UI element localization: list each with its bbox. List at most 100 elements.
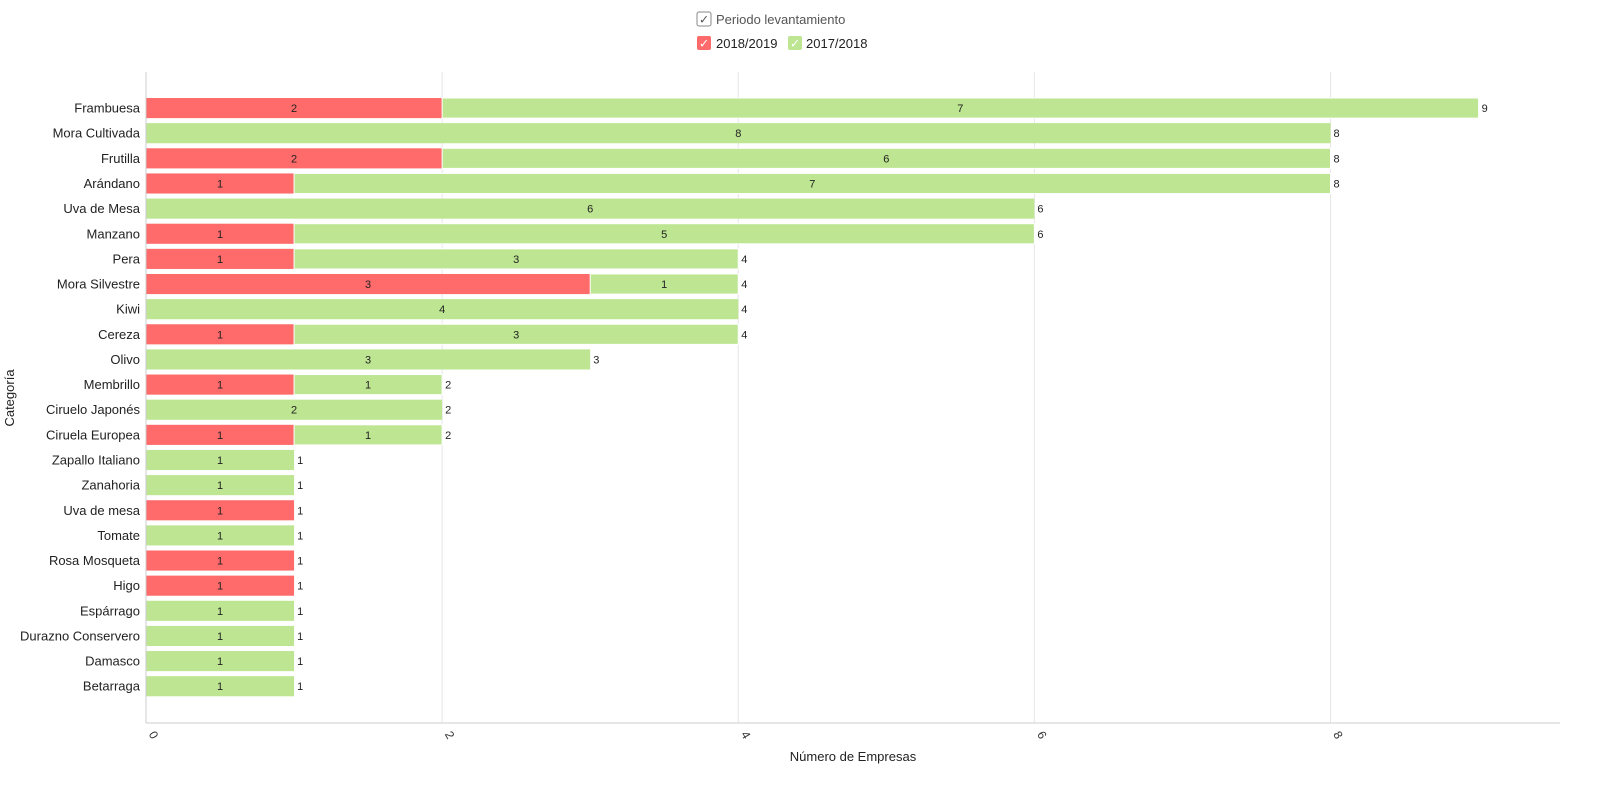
category-label: Mora Silvestre — [57, 277, 140, 292]
bar-total-label: 8 — [1334, 128, 1340, 140]
legend-label: 2017/2018 — [806, 36, 867, 51]
bar-segment[interactable] — [293, 248, 739, 270]
bar-segment[interactable] — [146, 198, 1035, 219]
bar-value-label: 1 — [217, 631, 223, 643]
category-label: Zapallo Italiano — [52, 452, 140, 467]
bar-segment[interactable] — [293, 223, 1035, 245]
bar-value-label: 1 — [217, 606, 223, 618]
bar-total-label: 1 — [297, 606, 303, 618]
x-axis-title: Número de Empresas — [790, 749, 917, 764]
bar-segment[interactable] — [146, 273, 591, 295]
check-icon: ✓ — [699, 13, 709, 27]
bar-segment[interactable] — [146, 676, 295, 697]
category-label: Zanahoria — [81, 478, 140, 493]
category-label: Tomate — [97, 528, 140, 543]
bar-segment[interactable] — [146, 651, 295, 672]
bar-segment[interactable] — [146, 449, 295, 471]
category-label: Pera — [113, 251, 141, 266]
category-label: Frambuesa — [74, 101, 141, 116]
bar-total-label: 3 — [593, 354, 599, 366]
bar-segment[interactable] — [146, 600, 295, 621]
bar-total-label: 8 — [1334, 153, 1340, 165]
bar-value-label: 1 — [217, 505, 223, 517]
bars — [146, 97, 1480, 697]
bar-segment[interactable] — [146, 374, 295, 395]
bar-total-label: 9 — [1482, 103, 1488, 115]
bar-segment[interactable] — [441, 147, 1332, 169]
bar-total-label: 1 — [297, 480, 303, 492]
bar-value-label: 1 — [365, 430, 371, 442]
bar-value-label: 1 — [217, 480, 223, 492]
category-label: Membrillo — [84, 377, 140, 392]
bar-segment[interactable] — [146, 123, 1331, 144]
bar-segment[interactable] — [293, 172, 1332, 195]
bar-segment[interactable] — [589, 273, 739, 295]
legend-item-2018-2019[interactable]: ✓ 2018/2019 — [697, 36, 777, 51]
category-label: Olivo — [110, 352, 140, 367]
legend-swatch — [697, 36, 711, 50]
check-icon: ✓ — [699, 37, 709, 51]
bar-value-label: 1 — [217, 581, 223, 593]
bar-segment[interactable] — [293, 323, 739, 345]
bar-segment[interactable] — [146, 148, 443, 169]
category-label: Higo — [113, 578, 140, 593]
bar-total-label: 4 — [741, 329, 747, 341]
bar-segment[interactable] — [441, 97, 1480, 119]
bar-value-label: 3 — [365, 354, 371, 366]
bar-total-label: 2 — [445, 430, 451, 442]
bar-segment[interactable] — [146, 625, 295, 647]
bar-segment[interactable] — [146, 349, 591, 370]
bar-total-label: 1 — [297, 681, 303, 693]
bar-segment[interactable] — [293, 424, 443, 446]
bar-segment[interactable] — [146, 98, 443, 119]
bar-value-label: 1 — [217, 229, 223, 241]
bar-value-label: 2 — [291, 153, 297, 165]
bar-segment[interactable] — [146, 525, 295, 546]
bar-segment[interactable] — [146, 248, 295, 269]
bar-value-label: 7 — [957, 103, 963, 115]
category-label: Ciruelo Japonés — [46, 402, 140, 417]
bar-total-label: 6 — [1037, 229, 1043, 241]
bar-segment[interactable] — [146, 324, 295, 345]
bar-segment[interactable] — [146, 575, 295, 596]
bar-total-label: 1 — [297, 656, 303, 668]
bar-value-label: 1 — [217, 556, 223, 568]
bar-segment[interactable] — [146, 424, 295, 445]
bar-segment[interactable] — [146, 299, 739, 320]
bar-total-label: 1 — [297, 581, 303, 593]
category-label: Mora Cultivada — [53, 126, 141, 141]
y-axis-title: Categoría — [2, 369, 17, 427]
category-label: Manzano — [87, 226, 140, 241]
category-label: Damasco — [85, 654, 140, 669]
bar-segment[interactable] — [146, 223, 295, 244]
bar-value-label: 3 — [365, 279, 371, 291]
bar-segment[interactable] — [146, 475, 295, 496]
bar-segment[interactable] — [146, 500, 295, 521]
legend-title-checkbox[interactable] — [696, 11, 712, 27]
category-label: Arándano — [84, 176, 140, 191]
bar-total-label: 1 — [297, 530, 303, 542]
bar-value-label: 2 — [291, 405, 297, 417]
bar-value-label: 4 — [439, 304, 445, 316]
bar-segment[interactable] — [293, 374, 443, 396]
category-label: Uva de Mesa — [63, 201, 140, 216]
bar-segment[interactable] — [146, 550, 295, 571]
legend-title: Periodo levantamiento — [716, 12, 845, 27]
bar-value-label: 1 — [217, 329, 223, 341]
bar-total-label: 2 — [445, 405, 451, 417]
bar-value-label: 1 — [217, 656, 223, 668]
x-tick-label: 2 — [442, 729, 458, 742]
category-label: Betarraga — [83, 679, 141, 694]
legend-swatch — [788, 36, 802, 50]
bar-value-label: 1 — [661, 279, 667, 291]
bar-segment[interactable] — [146, 173, 295, 194]
bar-value-label: 1 — [217, 430, 223, 442]
legend-item-2017-2018[interactable]: ✓ 2017/2018 — [788, 36, 867, 51]
bar-value-label: 1 — [365, 380, 371, 392]
bar-total-label: 4 — [741, 254, 747, 266]
category-label: Cereza — [98, 327, 141, 342]
x-tick-label: 4 — [738, 729, 754, 742]
category-labels: Frambuesa Mora Cultivada Frutilla Arándano U… — [20, 101, 141, 694]
bar-value-label: 3 — [513, 329, 519, 341]
bar-segment[interactable] — [146, 399, 443, 420]
